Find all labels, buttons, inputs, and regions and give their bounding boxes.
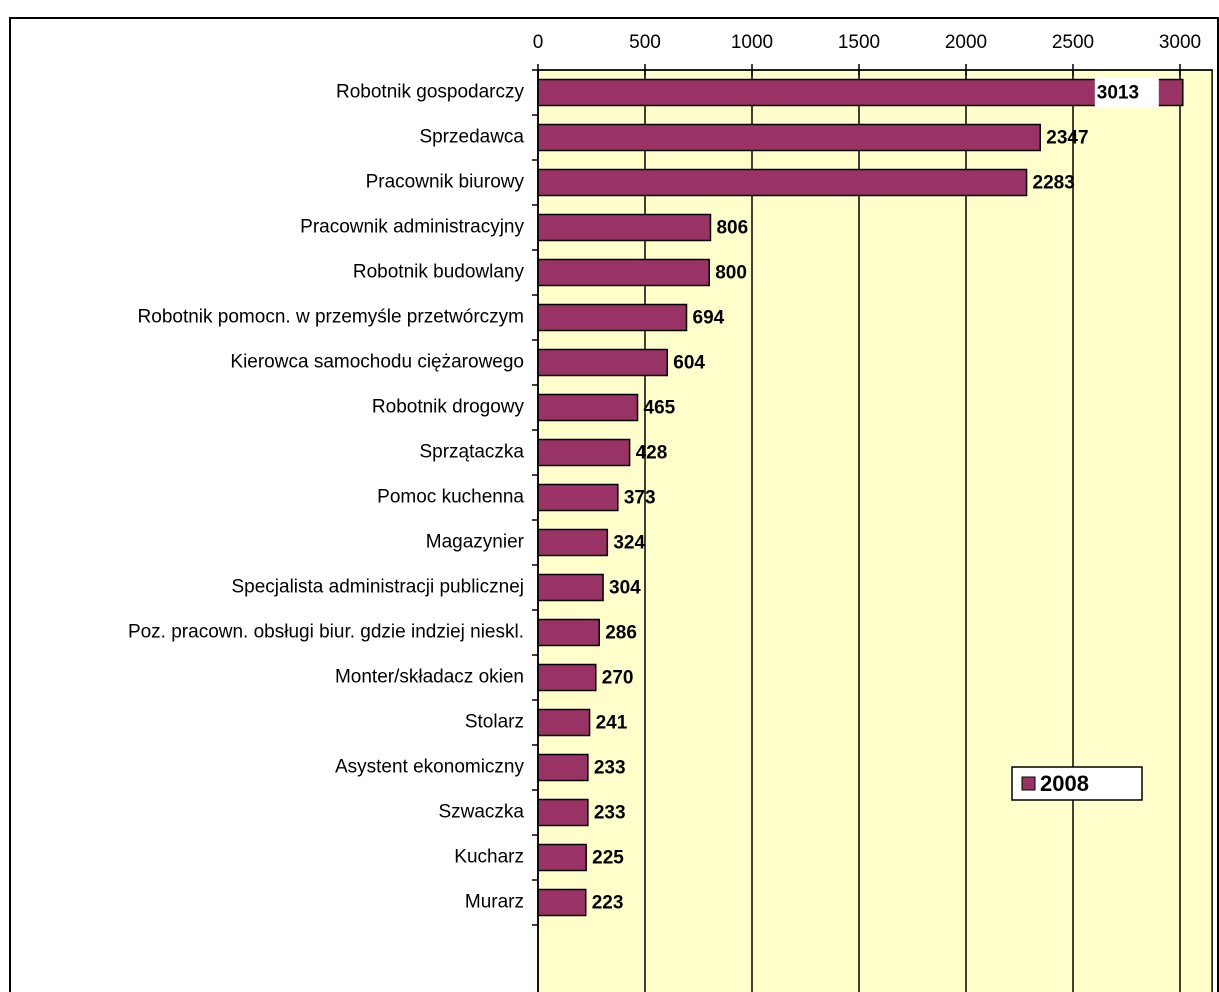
x-tick-label: 500: [629, 32, 661, 53]
y-tick-label: Poz. pracown. obsługi biur. gdzie indzie…: [128, 622, 524, 643]
value-label: 233: [594, 758, 626, 779]
x-tick-label: 1500: [838, 32, 880, 53]
value-label: 241: [596, 713, 628, 734]
y-tick-label: Asystent ekonomiczny: [335, 757, 525, 778]
bar: [537, 438, 631, 467]
bar: [537, 393, 639, 422]
y-tick-label: Murarz: [465, 892, 524, 913]
value-label: 428: [636, 443, 668, 464]
y-tick-label: Robotnik gospodarczy: [336, 82, 524, 103]
y-tick-label: Pomoc kuchenna: [377, 487, 524, 508]
x-tick-label: 0: [533, 32, 544, 53]
bar: [537, 348, 669, 377]
value-label: 373: [624, 488, 656, 509]
y-tick-label: Sprzedawca: [419, 127, 524, 148]
value-label: 800: [715, 263, 747, 284]
y-tick-label: Sprzątaczka: [419, 442, 524, 463]
y-tick-label: Robotnik pomocn. w przemyśle przetwórczy…: [138, 307, 524, 328]
bar: [537, 528, 609, 557]
value-label: 324: [613, 533, 645, 554]
value-label: 270: [602, 668, 634, 689]
bar: [537, 573, 604, 602]
legend-label: 2008: [1040, 771, 1089, 796]
y-tick-label: Monter/składacz okien: [335, 667, 524, 688]
value-label: 304: [609, 578, 641, 599]
y-tick-label: Kierowca samochodu ciężarowego: [230, 352, 524, 373]
legend-swatch: [1021, 776, 1036, 791]
value-label: 225: [592, 848, 624, 869]
bar: [537, 618, 600, 647]
bar: [537, 753, 589, 782]
y-tick-label: Pracownik biurowy: [366, 172, 525, 193]
bar: [537, 708, 591, 737]
value-label: 223: [592, 893, 624, 914]
y-tick-label: Robotnik drogowy: [372, 397, 525, 418]
y-tick-label: Szwaczka: [438, 802, 524, 823]
value-label: 604: [673, 353, 705, 374]
plot-area: [537, 69, 1213, 992]
value-label-bg: [1094, 77, 1159, 108]
x-tick-label: 1000: [731, 32, 773, 53]
y-tick-label: Specjalista administracji publicznej: [231, 577, 524, 598]
value-label: 2347: [1046, 128, 1088, 149]
y-tick-label: Magazynier: [426, 532, 525, 553]
y-tick-label: Stolarz: [465, 712, 524, 733]
value-label: 3013: [1097, 83, 1139, 104]
y-tick-label: Kucharz: [454, 847, 524, 868]
bar: [537, 888, 587, 917]
value-label: 286: [605, 623, 637, 644]
value-label: 2283: [1033, 173, 1075, 194]
value-label: 694: [693, 308, 725, 329]
bar: [537, 303, 688, 332]
x-tick-label: 2000: [945, 32, 987, 53]
x-tick-label: 2500: [1052, 32, 1094, 53]
bar: [537, 258, 710, 287]
x-tick-label: 3000: [1159, 32, 1201, 53]
bar: [537, 843, 587, 872]
bar: [537, 78, 1184, 107]
bar: [537, 123, 1042, 152]
value-label: 465: [644, 398, 676, 419]
bar: [537, 663, 597, 692]
value-label: 233: [594, 803, 626, 824]
y-tick-label: Robotnik budowlany: [353, 262, 525, 283]
value-label: 806: [716, 218, 748, 239]
bar: [537, 213, 712, 242]
bar: [537, 483, 619, 512]
bar: [537, 168, 1028, 197]
y-tick-label: Pracownik administracyjny: [300, 217, 524, 238]
bar: [537, 798, 589, 827]
